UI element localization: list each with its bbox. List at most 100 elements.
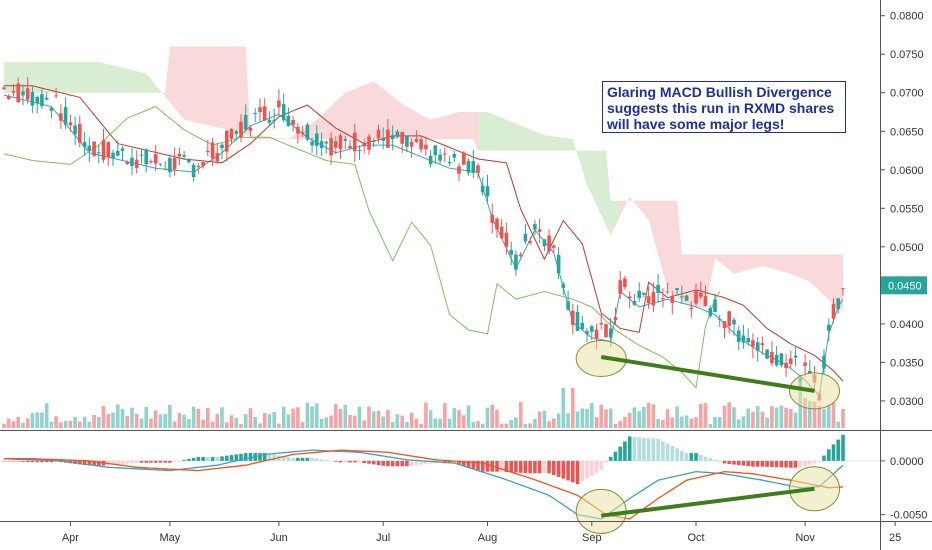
volume-bar	[608, 408, 613, 428]
macd-histogram-bar	[694, 453, 698, 461]
macd-histogram-bar	[172, 460, 177, 462]
macd-histogram-bar	[703, 456, 708, 461]
candle-body	[210, 142, 215, 159]
macd-histogram-bar	[386, 460, 390, 467]
volume-bar	[182, 414, 186, 428]
macd-histogram-bar	[509, 460, 513, 473]
volume-bar	[713, 417, 717, 428]
macd-histogram-bar	[362, 460, 366, 464]
candle-body	[480, 185, 485, 193]
candle-body	[722, 321, 727, 329]
macd-histogram-bar	[689, 453, 694, 461]
macd-histogram-bar	[390, 460, 395, 467]
price-tick-label: 0.0350	[890, 357, 924, 369]
candle-body	[405, 135, 409, 147]
volume-bar	[476, 421, 480, 428]
macd-histogram-bar	[324, 460, 329, 461]
macd-tick-label: -0.0050	[890, 510, 927, 522]
candle-body	[78, 123, 82, 143]
candle-body	[623, 278, 627, 288]
candle-body	[556, 254, 561, 274]
macd-histogram-bar	[533, 460, 537, 474]
candle-body	[741, 335, 746, 343]
price-tick-label: 0.0800	[890, 11, 924, 23]
volume-bar	[765, 417, 769, 428]
volume-bar	[680, 416, 684, 428]
macd-histogram-bar	[713, 460, 717, 461]
volume-bar	[590, 403, 594, 428]
candle-body	[334, 141, 338, 148]
volume-bar	[779, 405, 784, 428]
candle-body	[675, 288, 679, 290]
candle-body	[708, 307, 713, 317]
macd-histogram-bar	[130, 460, 134, 464]
candle-body	[92, 141, 96, 156]
volume-bar	[613, 423, 618, 428]
volume-bar	[561, 388, 566, 428]
macd-histogram-bar	[111, 460, 115, 466]
candle-body	[125, 161, 129, 164]
volume-bar	[59, 422, 63, 428]
macd-histogram-bar	[30, 460, 35, 463]
volume-bar	[191, 406, 196, 428]
volume-bar	[770, 406, 774, 428]
candle-body	[760, 343, 765, 345]
macd-histogram-bar	[803, 460, 807, 467]
last-price-label: 0.0450	[888, 280, 922, 292]
candle-body	[447, 162, 452, 164]
candle-body	[386, 129, 390, 148]
volume-bar	[172, 421, 177, 428]
candle-body	[789, 358, 793, 364]
candle-body	[443, 153, 447, 155]
macd-histogram-bar	[608, 456, 613, 461]
time-tick-label: Jul	[376, 532, 390, 544]
volume-bar	[177, 413, 182, 428]
candle-body	[831, 303, 836, 319]
candle-body	[684, 295, 689, 301]
macd-histogram-bar	[528, 460, 532, 474]
volume-bar	[746, 408, 750, 428]
macd-line	[3, 449, 844, 520]
candle-body	[163, 168, 167, 170]
macd-histogram-bar	[286, 457, 291, 461]
candle-body	[30, 92, 35, 106]
volume-bar	[215, 414, 220, 428]
macd-histogram-bar	[765, 460, 769, 467]
volume-bar	[751, 411, 755, 428]
volume-bar	[229, 415, 234, 428]
axes: 0.0800 0.0750 0.0700 0.0650 0.0600 0.0550 0.05…	[62, 11, 927, 544]
candle-body	[827, 324, 831, 331]
macd-histogram-bar	[21, 460, 25, 462]
candle-body	[651, 292, 656, 306]
macd-histogram-bar	[827, 449, 831, 461]
macd-histogram-bar	[367, 460, 371, 464]
candle-body	[585, 331, 589, 334]
volume-bar	[537, 411, 542, 428]
macd-histogram-bar	[523, 460, 528, 473]
volume-bar	[627, 412, 632, 428]
candle-body	[533, 224, 537, 230]
macd-histogram-bar	[315, 458, 319, 461]
macd-histogram-bar	[793, 460, 798, 468]
candle-body	[220, 144, 224, 148]
volume-bar	[248, 408, 253, 428]
volume-bar	[367, 406, 371, 428]
macd-histogram-bar	[556, 460, 561, 477]
volume-bars	[2, 380, 845, 428]
macd-histogram-bar	[258, 453, 262, 461]
macd-histogram-bar	[831, 444, 836, 461]
macd-histogram-bar	[281, 456, 286, 461]
candle-body	[267, 119, 272, 123]
volume-bar	[371, 411, 376, 428]
volume-bar	[727, 402, 731, 428]
volume-bar	[708, 424, 713, 428]
volume-bar	[286, 414, 291, 428]
volume-bar	[87, 421, 92, 428]
candle-body	[44, 97, 49, 100]
macd-histogram-bar	[518, 460, 523, 473]
macd-histogram-bar	[428, 460, 433, 464]
candle-body	[736, 330, 741, 342]
volume-bar	[234, 417, 239, 428]
macd-histogram-bar	[44, 460, 49, 463]
candle-body	[419, 139, 423, 150]
